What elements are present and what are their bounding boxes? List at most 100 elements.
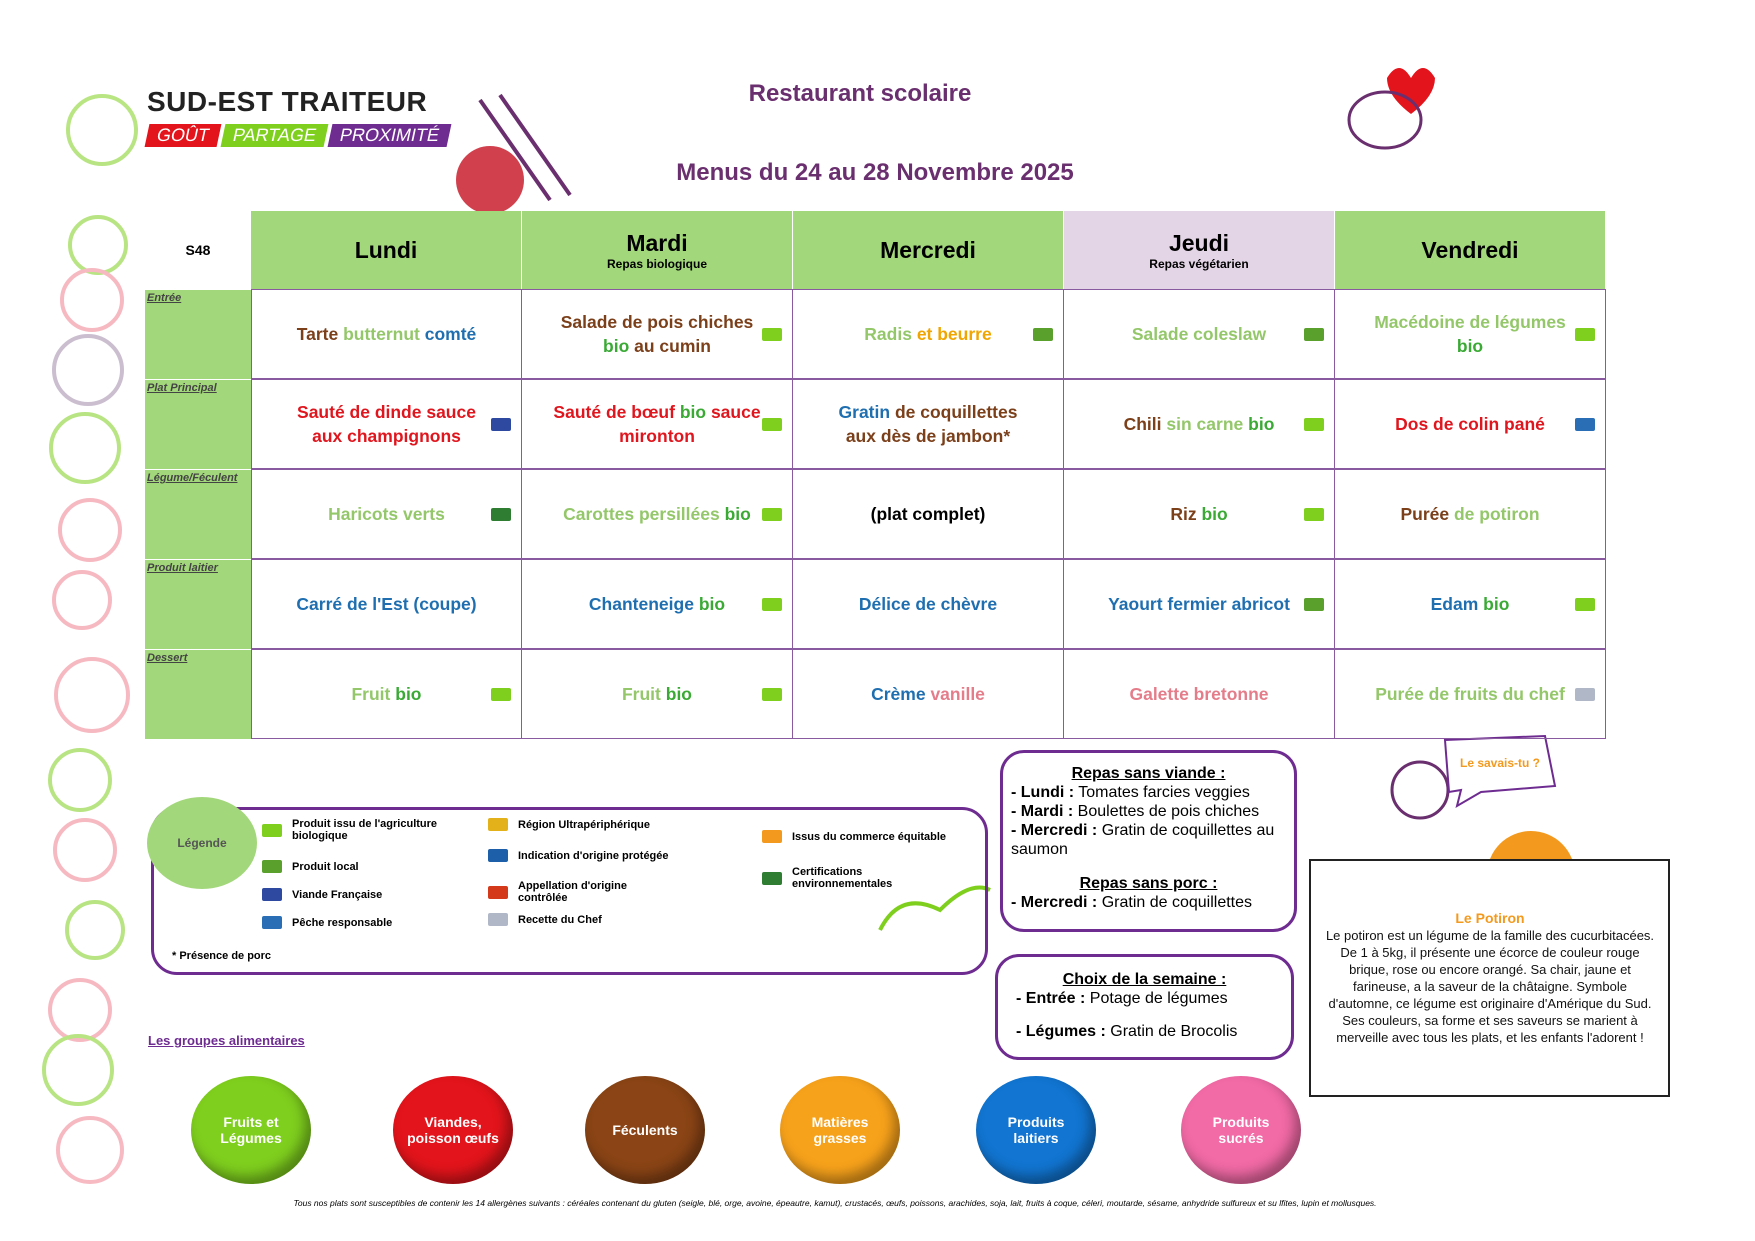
box-dish: Tomates farcies veggies: [1078, 784, 1250, 801]
label-icon: [762, 597, 782, 611]
brand: SUD-EST TRAITEUR: [147, 86, 428, 117]
box-day: - Légumes :: [1016, 1023, 1106, 1040]
legend-text: Produit local: [292, 860, 359, 873]
dish-part: sin carne: [1166, 414, 1244, 434]
box-line: - Mercredi : Gratin de coquillettes au s…: [1011, 821, 1286, 859]
legend-text: Indication d'origine protégée: [518, 849, 669, 862]
row-label-cell: Légume/Féculent: [145, 469, 251, 559]
row-label: Entrée: [147, 292, 182, 304]
sans-viande-box: Repas sans viande : - Lundi : Tomates fa…: [1000, 750, 1297, 932]
dish-part: Fruit: [621, 684, 661, 704]
dish-part: sauce mironton: [619, 402, 761, 446]
dish: Sauté de dinde sauce aux champignons: [252, 400, 521, 448]
footer: Tous nos plats sont susceptibles de cont…: [293, 1198, 1377, 1208]
dish-part: bio: [1201, 504, 1228, 524]
dish-part: Haricots verts: [328, 504, 445, 524]
dish: Edam bio: [1401, 592, 1540, 616]
menu-cell: Purée de potiron: [1335, 469, 1606, 559]
row-label: Produit laitier: [147, 562, 218, 574]
dish: (plat complet): [841, 502, 1016, 526]
dish-part: bio: [679, 402, 707, 422]
label-icon: [1304, 417, 1324, 431]
legend-items: Produit issu de l'agriculture biologique…: [262, 818, 982, 958]
dish-part: Gratin: [838, 402, 891, 422]
subtitle: Menus du 24 au 28 Novembre 2025: [676, 159, 1074, 186]
title: Restaurant scolaire: [748, 80, 972, 107]
day-header: Mardi Repas biologique: [522, 211, 793, 289]
label-icon: [1304, 507, 1324, 521]
dish: Sauté de bœuf bio sauce mironton: [522, 400, 792, 448]
dish-part: Purée: [1400, 504, 1450, 524]
box-day: - Lundi :: [1011, 784, 1075, 801]
menu-cell: Délice de chèvre: [793, 559, 1064, 649]
label-icon: [1575, 597, 1595, 611]
food-group: Matières grasses: [780, 1076, 900, 1184]
dish-part: butternut: [343, 324, 420, 344]
label-icon: [1575, 327, 1595, 341]
label-icon: [1575, 417, 1595, 431]
legend-text: Recette du Chef: [518, 913, 602, 926]
dish-part: de potiron: [1453, 504, 1540, 524]
dish-part: Chili: [1123, 414, 1162, 434]
dish-part: Fruit: [351, 684, 391, 704]
dish-part: Galette bretonne: [1129, 684, 1269, 704]
bubble-text: Le savais-tu ?: [1459, 756, 1541, 770]
tagline-word: GOÛT: [144, 124, 222, 147]
day-name: Mercredi: [880, 236, 976, 263]
food-group: Fruits et Légumes: [191, 1076, 311, 1184]
box-title: Choix de la semaine :: [1062, 971, 1227, 988]
dish-part: Salade coleslaw: [1131, 324, 1267, 344]
food-group: Viandes, poisson œufs: [393, 1076, 513, 1184]
legend-text: Appellation d'origine contrôlée: [518, 880, 627, 904]
menu-cell: Dos de colin pané: [1335, 379, 1606, 469]
label-icon: [762, 687, 782, 701]
legend-box: [151, 807, 988, 975]
dish-part: comté: [424, 324, 477, 344]
row-label: Légume/Féculent: [147, 472, 238, 484]
box-day: - Mercredi :: [1011, 822, 1098, 839]
label-icon: [762, 417, 782, 431]
legend-item: Indication d'origine protégée: [488, 849, 678, 862]
groups-title: Les groupes alimentaires: [148, 1033, 305, 1048]
dish-part: Riz: [1170, 504, 1197, 524]
box-line: - Mardi : Boulettes de pois chiches: [1011, 802, 1286, 821]
box-dish: Gratin de coquillettes au saumon: [1011, 822, 1275, 858]
dish-part: de coquillettes aux dès de jambon*: [845, 402, 1018, 446]
savais-box: Le Potiron Le potiron est un légume de l…: [1320, 910, 1660, 1046]
dish-part: bio: [698, 594, 726, 614]
dish-part: Yaourt fermier abricot: [1108, 594, 1290, 614]
menu-cell: Gratin de coquillettes aux dès de jambon*: [793, 379, 1064, 469]
legend-title: Légende: [147, 797, 257, 889]
legend-item: Recette du Chef: [488, 913, 678, 926]
legend-icon: [488, 885, 508, 899]
day-name: Mardi: [626, 229, 688, 256]
box-lines: - Entrée : Potage de légumes - Légumes : …: [1016, 989, 1273, 1041]
label-icon: [1304, 597, 1324, 611]
day-header: Lundi: [251, 211, 522, 289]
day-header: Vendredi: [1335, 211, 1606, 289]
day-name: Vendredi: [1421, 236, 1519, 263]
label-icon: [1304, 327, 1324, 341]
menu-cell: Sauté de dinde sauce aux champignons: [251, 379, 522, 469]
day-name: Lundi: [354, 236, 418, 263]
menu-cell: Haricots verts: [251, 469, 522, 559]
dish-part: et beurre: [916, 324, 992, 344]
menu-cell: Carottes persillées bio: [522, 469, 793, 559]
dish: Crème vanille: [841, 682, 1015, 706]
box-day: - Mercredi :: [1011, 894, 1098, 911]
menu-cell: Carré de l'Est (coupe): [251, 559, 522, 649]
dish: Gratin de coquillettes aux dès de jambon*: [793, 400, 1063, 448]
dish: Purée de potiron: [1370, 502, 1569, 526]
label-icon: [491, 507, 511, 521]
legend-icon: [762, 871, 782, 885]
legend-icon: [488, 913, 508, 926]
legend-item: Pêche responsable: [262, 916, 452, 929]
dish: Haricots verts: [298, 502, 475, 526]
row-label-cell: Produit laitier: [145, 559, 251, 649]
row-label-cell: Dessert: [145, 649, 251, 739]
dish-part: Macédoine de légumes: [1374, 312, 1566, 332]
label-icon: [1033, 327, 1053, 341]
menu-cell: Purée de fruits du chef: [1335, 649, 1606, 739]
label-icon: [1575, 687, 1595, 701]
